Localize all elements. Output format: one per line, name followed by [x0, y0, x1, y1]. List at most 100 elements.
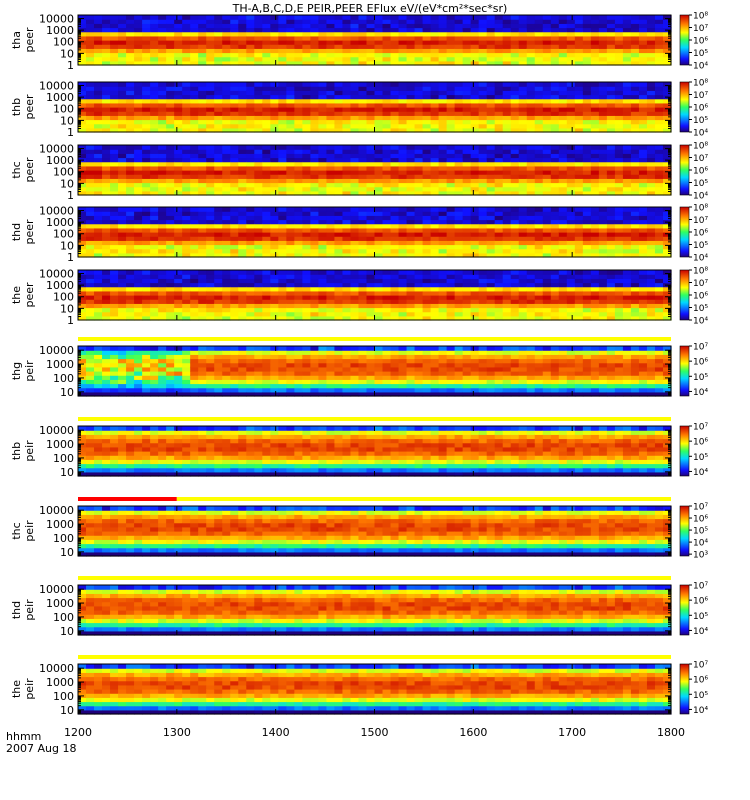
heatmap-cell — [502, 23, 512, 29]
heatmap-cell — [574, 111, 584, 116]
heatmap-cell — [598, 107, 608, 112]
heatmap-cell — [606, 115, 616, 121]
heatmap-cell — [438, 174, 448, 179]
heatmap-cell — [262, 299, 271, 304]
heatmap-cell — [166, 303, 175, 309]
heatmap-cell — [222, 182, 231, 188]
heatmap-cell — [286, 223, 295, 229]
heatmap-cell — [190, 127, 199, 133]
heatmap-cell — [478, 23, 488, 29]
heatmap-cell — [222, 56, 231, 62]
heatmap-cell — [222, 274, 231, 279]
heatmap-cell — [518, 170, 528, 175]
heatmap-cell — [646, 286, 656, 292]
heatmap-cell — [86, 174, 95, 179]
heatmap-cell — [478, 186, 488, 192]
heatmap-cell — [614, 157, 624, 163]
heatmap-cell — [278, 115, 287, 121]
heatmap-cell — [166, 145, 175, 150]
heatmap-cell — [558, 232, 568, 237]
heatmap-cell — [222, 48, 231, 54]
heatmap-cell — [174, 282, 183, 288]
heatmap-cell — [334, 161, 344, 167]
heatmap-cell — [94, 236, 103, 241]
heatmap-cell — [358, 111, 368, 116]
heatmap-cell — [582, 31, 592, 37]
heatmap-cell — [446, 295, 456, 300]
heatmap-cell — [310, 27, 319, 33]
heatmap-cell — [566, 60, 576, 66]
heatmap-cell — [438, 278, 448, 284]
heatmap-cell — [254, 219, 263, 225]
heatmap-cell — [246, 299, 255, 304]
heatmap-cell — [406, 56, 416, 62]
heatmap-cell — [238, 115, 247, 121]
heatmap-cell — [446, 107, 456, 112]
heatmap-cell — [150, 82, 159, 87]
heatmap-cell — [446, 207, 456, 212]
heatmap-cell — [246, 186, 255, 192]
heatmap-cell — [78, 15, 87, 20]
heatmap-cell — [326, 315, 336, 321]
heatmap-cell — [86, 165, 95, 171]
heatmap-cell — [614, 303, 624, 309]
heatmap-cell — [662, 98, 672, 104]
heatmap-cell — [486, 31, 496, 37]
heatmap-cell — [206, 157, 215, 163]
heatmap-cell — [166, 219, 175, 225]
heatmap-cell — [582, 227, 592, 233]
heatmap-cell — [78, 383, 87, 389]
heatmap-cell — [470, 311, 480, 317]
heatmap-cell — [382, 119, 392, 125]
heatmap-cell — [126, 119, 135, 125]
heatmap-cell — [366, 207, 376, 212]
heatmap-cell — [598, 82, 608, 87]
heatmap-cell — [398, 211, 408, 216]
heatmap-cell — [502, 102, 512, 108]
heatmap-cell — [438, 145, 448, 150]
heatmap-cell — [382, 307, 392, 313]
heatmap-cell — [294, 248, 303, 254]
heatmap-cell — [470, 211, 480, 216]
heatmap-cell — [638, 248, 648, 254]
heatmap-cell — [278, 186, 287, 192]
heatmap-cell — [454, 19, 464, 24]
heatmap-cell — [390, 282, 400, 288]
heatmap-cell — [414, 82, 424, 87]
heatmap-cell — [142, 94, 151, 100]
heatmap-cell — [86, 244, 95, 250]
heatmap-cell — [646, 211, 656, 216]
heatmap-cell — [454, 40, 464, 45]
heatmap-cell — [94, 270, 103, 275]
heatmap-cell — [582, 215, 592, 221]
heatmap-cell — [390, 286, 400, 292]
heatmap-cell — [326, 303, 336, 309]
heatmap-cell — [262, 19, 271, 24]
heatmap-cell — [166, 286, 175, 292]
heatmap-cell — [126, 153, 135, 159]
heatmap-cell — [198, 170, 207, 175]
heatmap-cell — [662, 307, 672, 313]
heatmap-cell — [286, 27, 295, 33]
heatmap-cell — [646, 35, 656, 41]
heatmap-cell — [438, 44, 448, 49]
heatmap-cell — [654, 207, 664, 212]
heatmap-cell — [638, 48, 648, 54]
heatmap-cell — [230, 303, 239, 309]
heatmap-cell — [590, 102, 600, 108]
heatmap-cell — [238, 44, 247, 49]
heatmap-cell — [102, 94, 111, 100]
heatmap-cell — [366, 174, 376, 179]
heatmap-cell — [502, 186, 512, 192]
heatmap-cell — [614, 307, 624, 313]
heatmap-cell — [590, 90, 600, 96]
heatmap-cell — [646, 174, 656, 179]
heatmap-cell — [318, 40, 328, 45]
heatmap-cell — [158, 252, 167, 258]
heatmap-cell — [494, 190, 504, 196]
heatmap-cell — [222, 307, 231, 313]
heatmap-cell — [166, 252, 175, 258]
heatmap-cell — [334, 170, 344, 175]
heatmap-cell — [254, 315, 263, 321]
heatmap-cell — [534, 244, 544, 250]
